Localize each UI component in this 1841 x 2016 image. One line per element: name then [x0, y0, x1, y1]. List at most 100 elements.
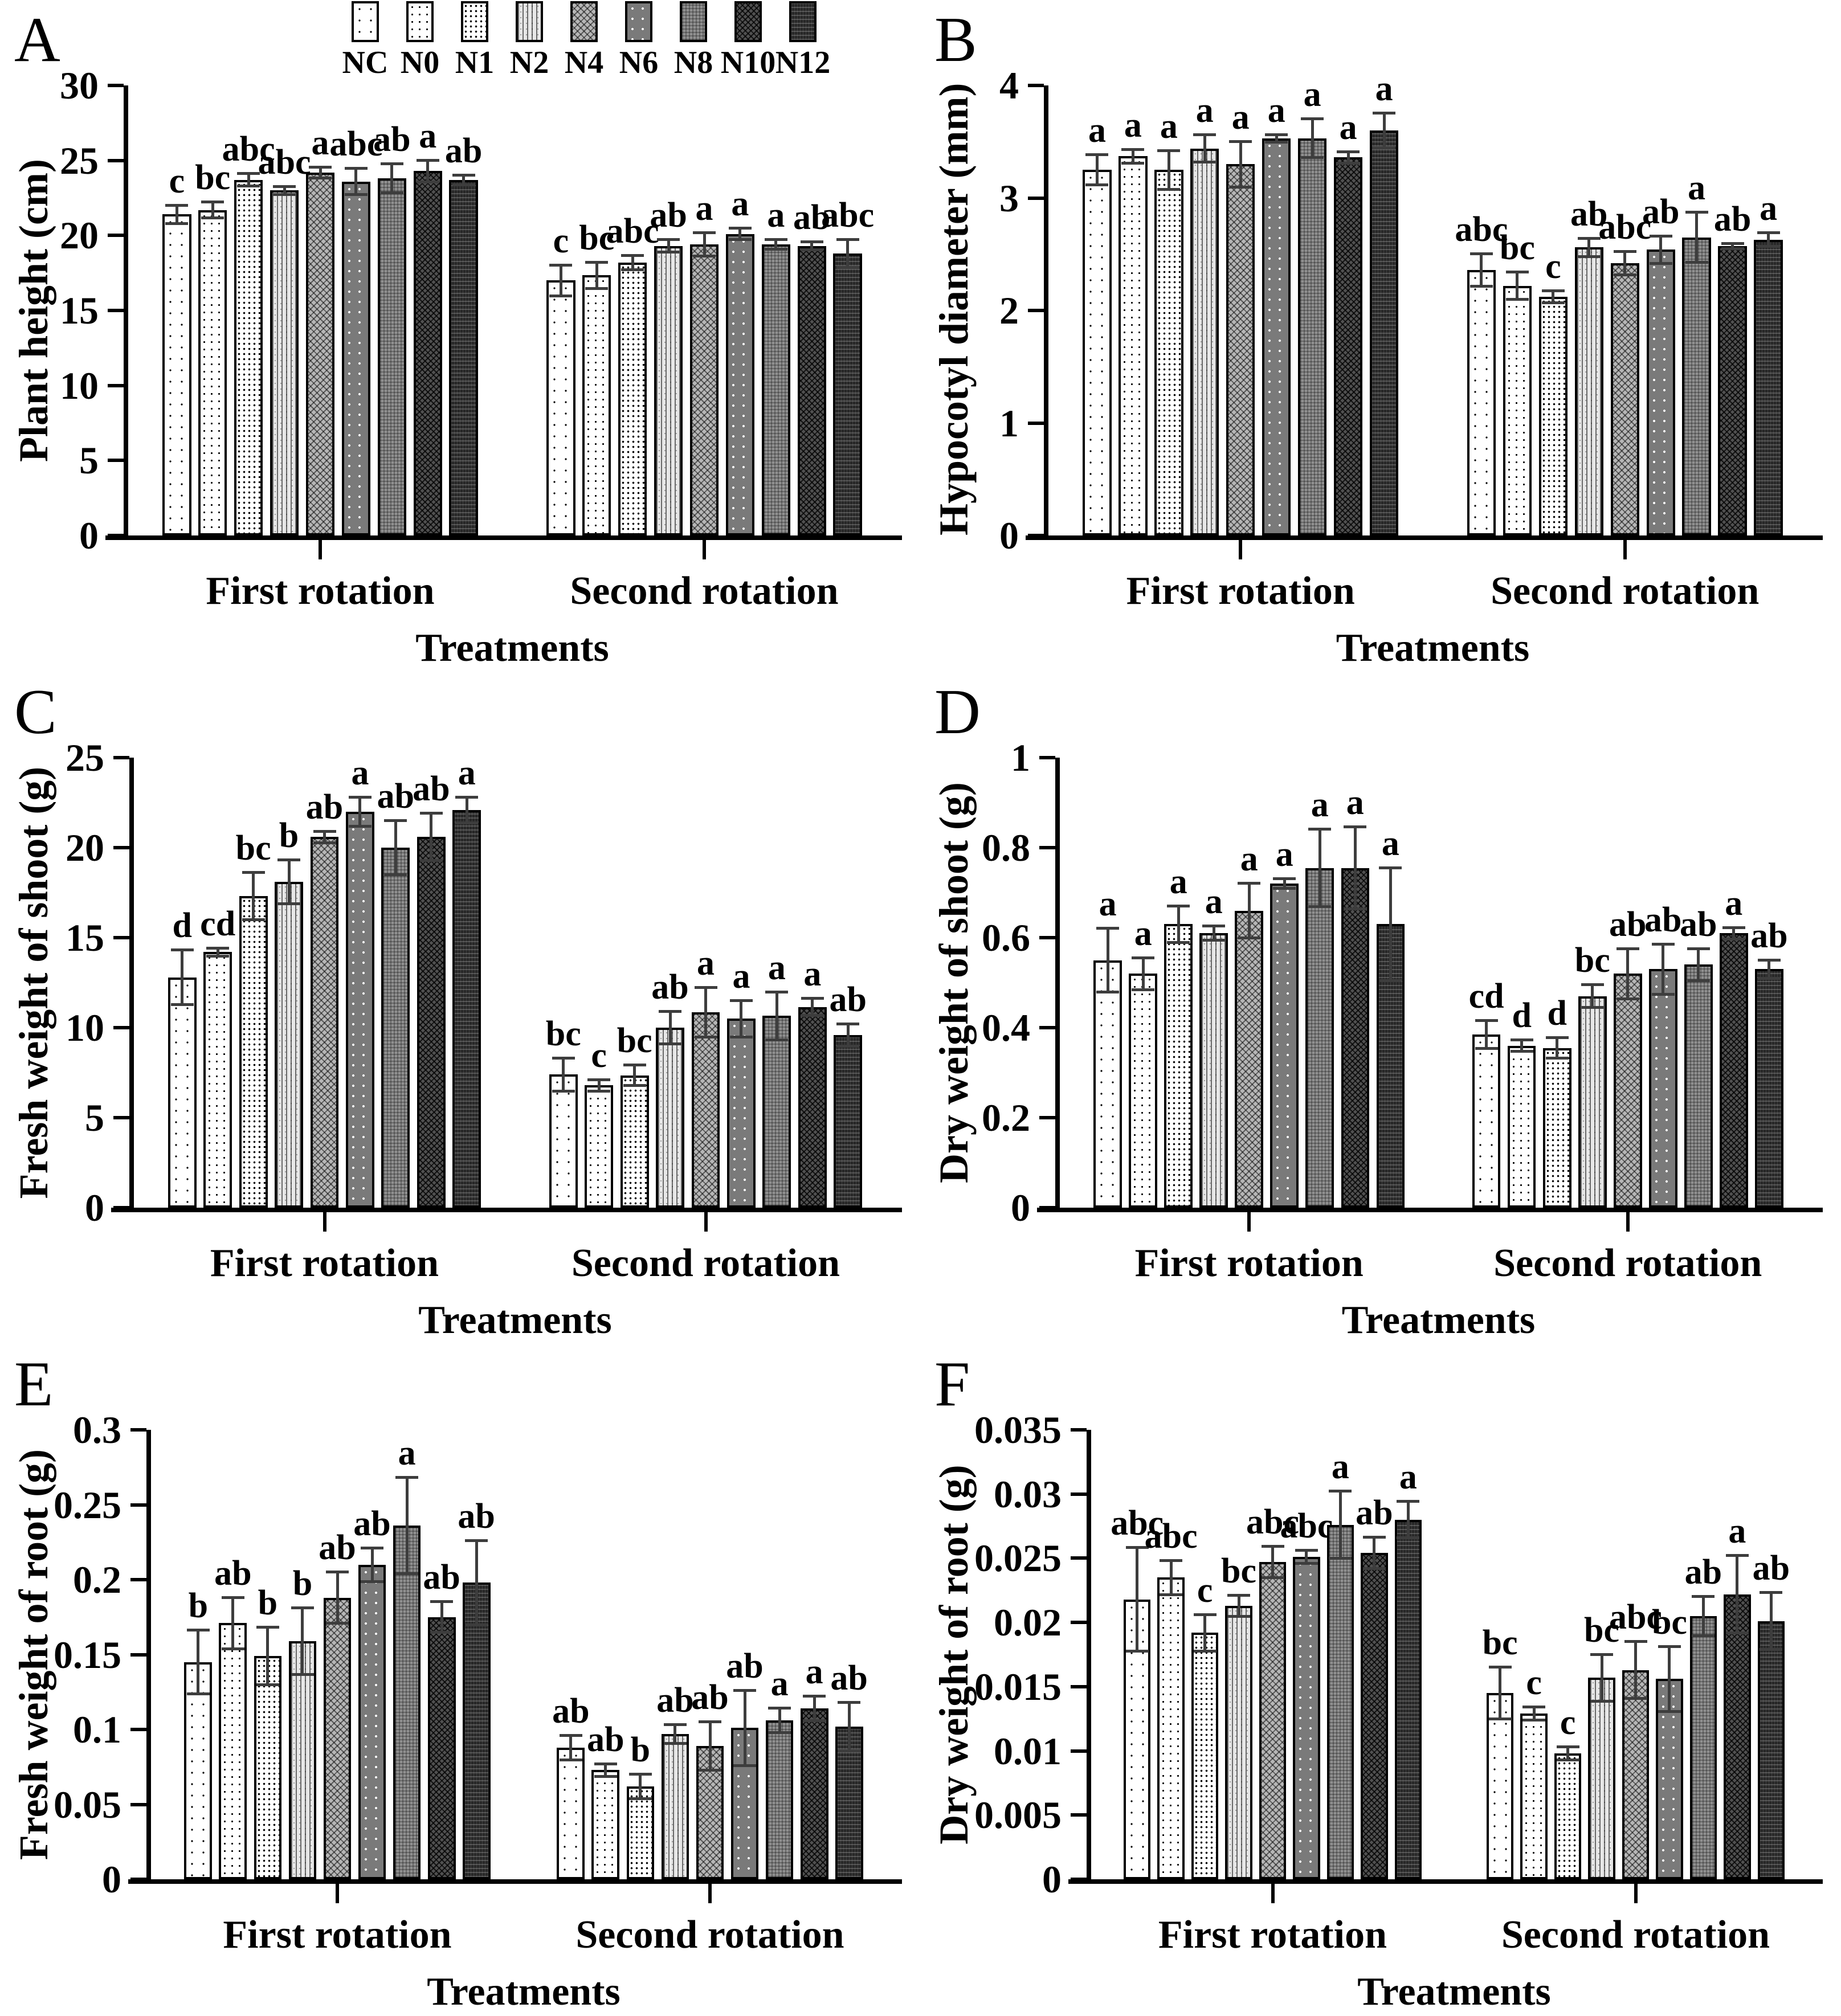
x-axis-line: [105, 535, 902, 540]
error-bar-cap: [201, 216, 224, 219]
error-bar: [708, 1721, 712, 1770]
significance-letter: a: [1099, 885, 1117, 924]
error-bar: [211, 202, 214, 218]
legend-label: N0: [400, 45, 440, 80]
significance-letter: a: [695, 189, 713, 228]
error-bar-cap: [657, 238, 680, 242]
bar-NC: [1083, 170, 1112, 535]
x-axis-title: Treatments: [415, 626, 609, 670]
error-bar: [323, 831, 326, 843]
error-bar-cap: [729, 1035, 753, 1038]
error-bar-cap: [1265, 140, 1288, 144]
significance-letter: a: [732, 956, 750, 996]
error-bar-cap: [733, 1688, 757, 1692]
error-bar-cap: [1488, 1718, 1512, 1721]
bar-N6: [1646, 250, 1675, 535]
significance-letter: b: [279, 816, 299, 856]
error-bar: [639, 1774, 642, 1798]
error-bar-cap: [663, 1723, 687, 1727]
bar-N10: [1361, 1553, 1388, 1879]
error-bar-cap: [1757, 977, 1781, 980]
significance-letter: ab: [373, 120, 411, 160]
error-bar-cap: [1202, 938, 1226, 942]
error-bar-cap: [186, 1692, 210, 1695]
significance-letter: a: [770, 1665, 789, 1704]
error-bar-cap: [348, 825, 372, 828]
y-tick-label: 10: [60, 363, 99, 407]
y-tick: [1039, 1206, 1055, 1209]
error-bar-cap: [277, 902, 301, 905]
bar-N10: [1341, 868, 1370, 1208]
error-bar-cap: [552, 1089, 575, 1093]
significance-letter: ab: [726, 1646, 764, 1686]
bar-N8: [1305, 868, 1334, 1208]
error-bar-cap: [1362, 1536, 1386, 1539]
bar-N10: [800, 1708, 828, 1879]
significance-letter: a: [1728, 1511, 1746, 1551]
error-bar-cap: [344, 167, 368, 170]
significance-letter: bc: [235, 829, 271, 868]
bar-N0: [198, 210, 227, 535]
y-tick-label: 5: [85, 1096, 104, 1139]
error-bar-cap: [765, 991, 789, 994]
bar-N4: [1226, 164, 1255, 535]
error-bar-cap: [1096, 927, 1120, 930]
error-bar-cap: [1658, 1645, 1681, 1648]
significance-letter: a: [1205, 882, 1223, 922]
group-label: First rotation: [1158, 1913, 1387, 1957]
error-bar: [595, 262, 598, 288]
bar-N10: [1333, 157, 1363, 535]
significance-letter: bc: [579, 218, 615, 257]
error-bar-cap: [1301, 117, 1324, 121]
significance-letter: a: [1088, 111, 1106, 150]
error-bar-cap: [803, 1719, 826, 1723]
significance-letter: ab: [552, 1691, 590, 1731]
error-bar-cap: [768, 1707, 791, 1710]
y-tick: [1071, 1749, 1087, 1753]
error-bar: [1626, 948, 1630, 999]
bar-N4: [310, 837, 339, 1208]
error-bar-cap: [1362, 1567, 1386, 1571]
significance-letter: ab: [444, 132, 483, 170]
y-tick-label: 0.015: [974, 1665, 1062, 1708]
error-bar-cap: [326, 1622, 349, 1625]
y-tick: [1028, 84, 1044, 87]
error-bar-cap: [1649, 262, 1672, 265]
significance-letter: a: [1381, 824, 1399, 863]
error-bar-cap: [1522, 1705, 1546, 1708]
legend-item: N6: [614, 1, 663, 79]
error-bar: [775, 992, 778, 1040]
bar-N8: [761, 244, 790, 535]
error-bar: [1271, 1547, 1274, 1578]
y-tick: [1071, 1813, 1087, 1817]
error-bar-cap: [693, 254, 716, 257]
error-bar-cap: [1273, 887, 1296, 890]
error-bar-cap: [384, 819, 407, 822]
legend-swatch: [516, 1, 543, 42]
error-bar-cap: [1725, 1553, 1749, 1557]
error-bar-cap: [800, 240, 823, 244]
error-bar: [1212, 926, 1215, 940]
bar-N10: [417, 837, 446, 1208]
significance-letter: a: [697, 944, 715, 983]
error-bar: [1141, 958, 1145, 989]
error-bar-cap: [801, 1013, 824, 1017]
bar-NC: [549, 1074, 578, 1208]
group-label: First rotation: [206, 569, 435, 613]
y-tick-label: 30: [60, 64, 99, 107]
plot-area: c bc abc abc a abc ab a ab c bc abc ab a a a ab abc: [128, 85, 896, 535]
error-bar-cap: [1505, 298, 1529, 301]
significance-letter: ab: [1684, 1553, 1722, 1592]
group-label: Second rotation: [571, 1241, 840, 1285]
y-tick-label: 0.3: [73, 1408, 121, 1451]
error-bar-cap: [1685, 261, 1708, 264]
bar-N12: [834, 1034, 863, 1208]
error-bar-cap: [1379, 979, 1402, 983]
bar-N2: [1574, 247, 1603, 535]
bar-N1: [626, 1786, 655, 1879]
error-bar-cap: [419, 859, 443, 862]
y-tick: [1039, 1026, 1055, 1029]
group-tick: [1271, 1884, 1275, 1903]
bar-N8: [377, 178, 406, 535]
significance-letter: a: [419, 116, 437, 156]
